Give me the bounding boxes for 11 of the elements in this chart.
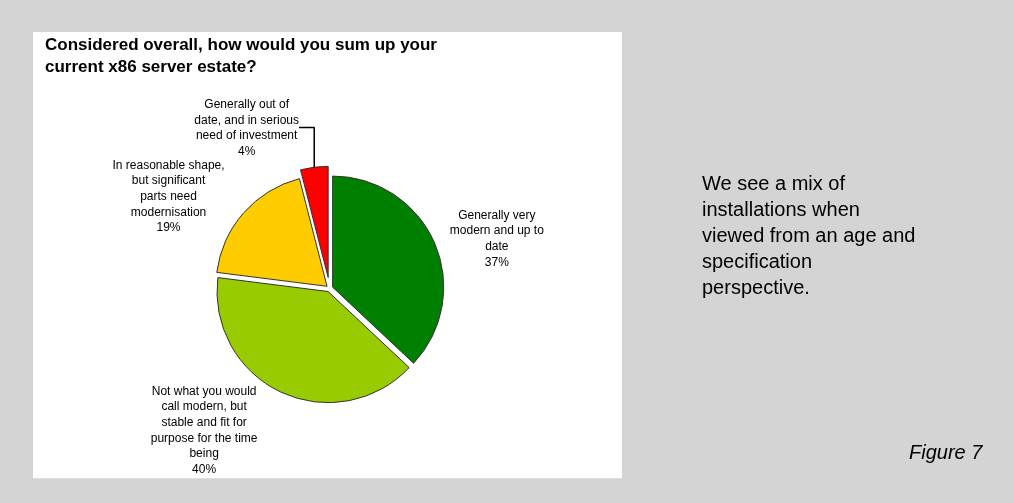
chart-title: Considered overall, how would you sum up your current x86 server estate? [45,35,438,77]
data-label: 19% [156,220,181,235]
slice-label: Not what you would call modern, but stable and fit for purpose for the time being [150,383,258,461]
slice-label: Generally out of date, and in serious need of investment [194,97,300,143]
data-label: 40% [192,461,217,476]
caption: Figure 7 [909,441,984,463]
slice-label: Generally very modern and up to date [449,207,545,254]
text: We see a mix of installations when viewed from an age and specification perspective. [702,172,916,298]
slice-label: In reasonable shape, but significant parts need modernisation [112,157,225,219]
data-label: 4% [237,143,256,158]
data-label: 37% [484,254,510,269]
